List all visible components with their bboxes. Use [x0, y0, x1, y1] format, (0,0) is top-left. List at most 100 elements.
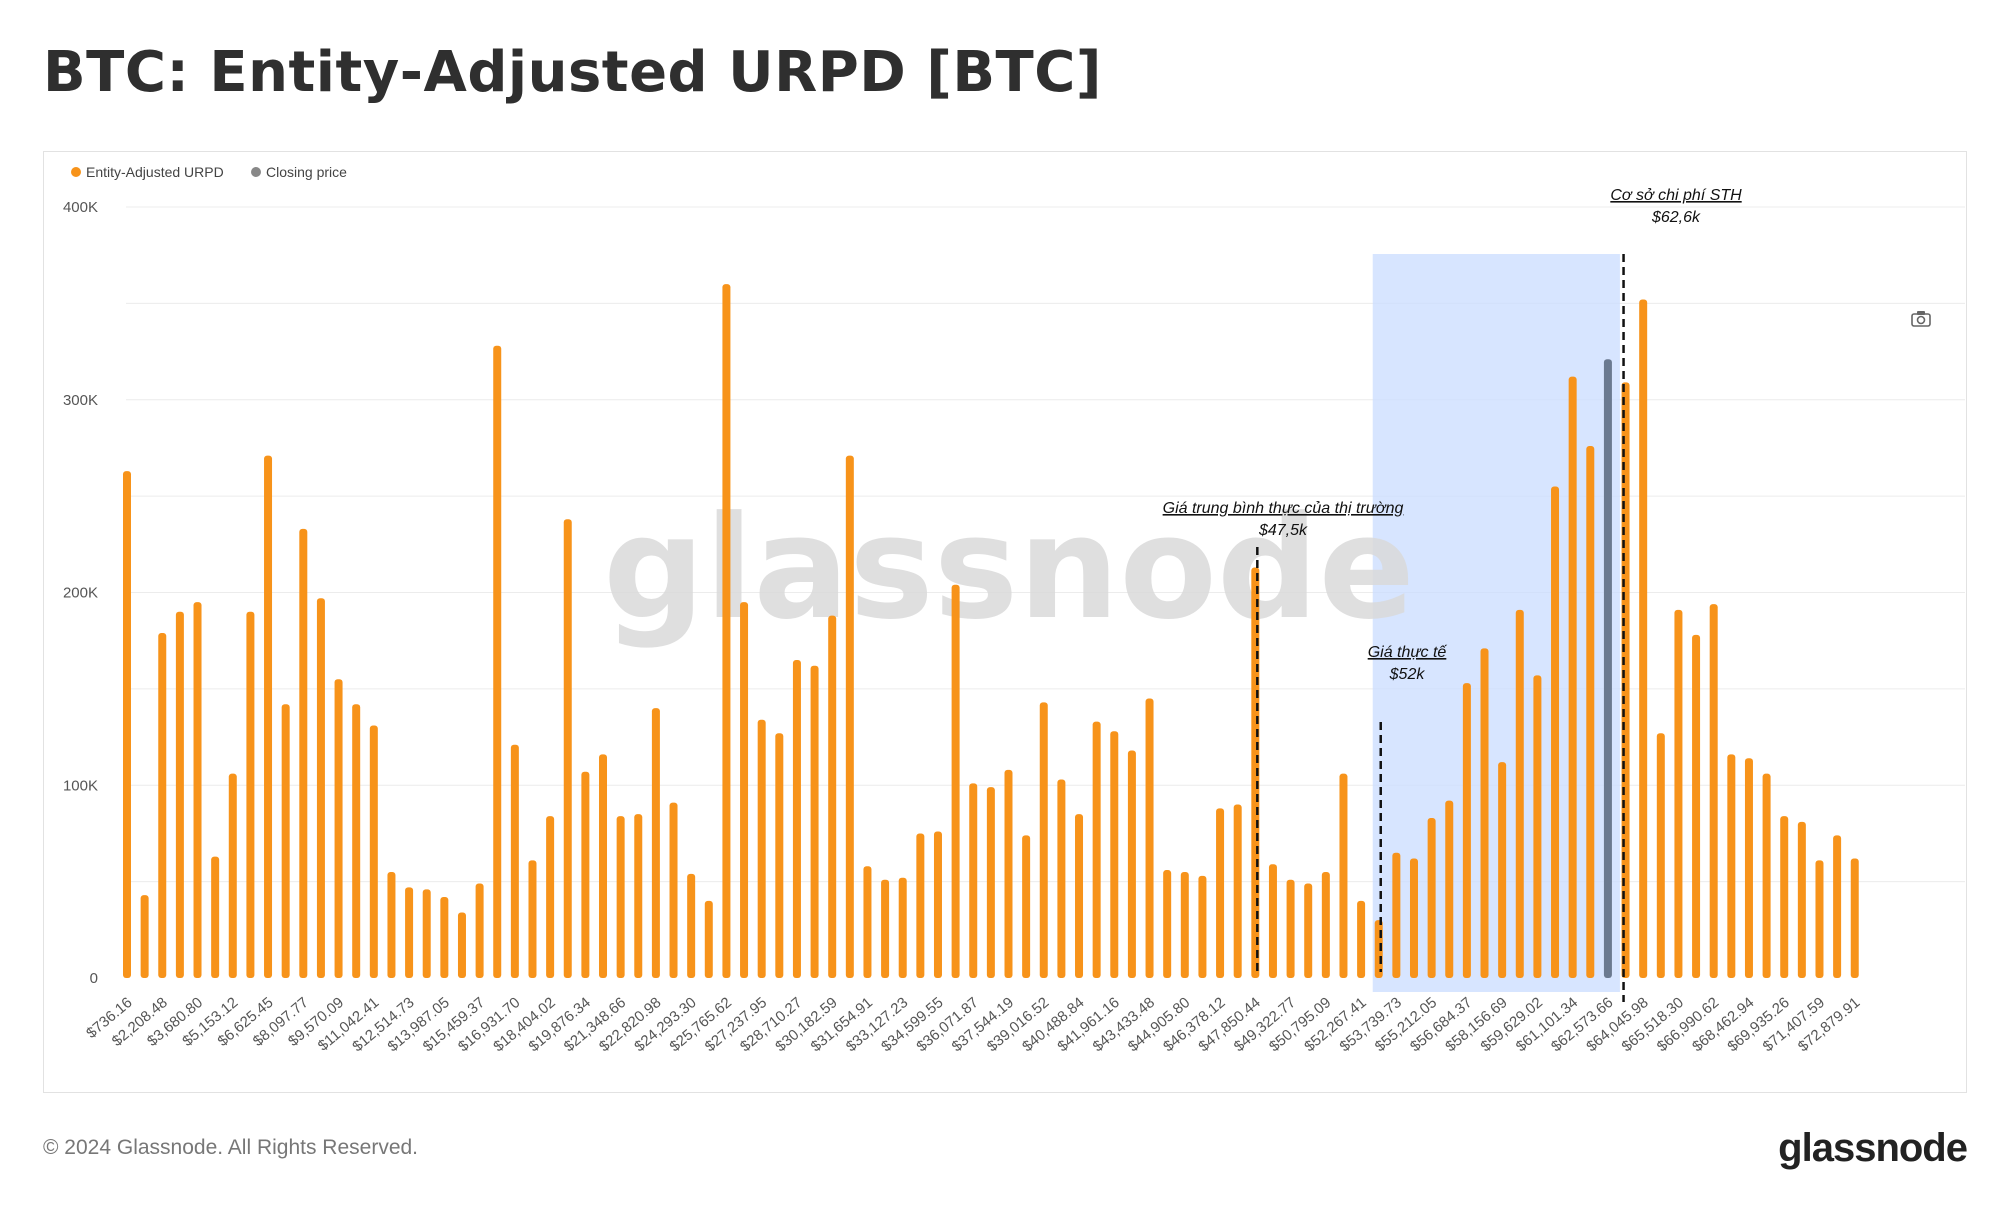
urpd-bar[interactable] — [1198, 875, 1207, 978]
urpd-bar[interactable] — [1268, 864, 1277, 978]
urpd-bar[interactable] — [740, 602, 749, 978]
urpd-bar[interactable] — [316, 598, 325, 978]
urpd-bar[interactable] — [863, 866, 872, 978]
legend-marker[interactable] — [251, 167, 261, 177]
urpd-bar[interactable] — [281, 704, 290, 978]
urpd-bar[interactable] — [986, 787, 995, 978]
urpd-bar[interactable] — [1762, 773, 1771, 978]
urpd-bar[interactable] — [1409, 858, 1418, 978]
urpd-bar[interactable] — [264, 455, 273, 979]
urpd-bar[interactable] — [1445, 800, 1454, 978]
urpd-bar[interactable] — [1216, 808, 1225, 978]
urpd-bar[interactable] — [1639, 299, 1648, 978]
urpd-bar[interactable] — [722, 284, 731, 979]
urpd-bar[interactable] — [528, 860, 537, 978]
urpd-bar[interactable] — [898, 877, 907, 978]
urpd-bar[interactable] — [1321, 871, 1330, 978]
urpd-bar[interactable] — [1674, 609, 1683, 978]
urpd-bar[interactable] — [1357, 900, 1366, 978]
urpd-bar[interactable] — [1004, 769, 1013, 978]
urpd-bar[interactable] — [651, 708, 660, 978]
urpd-bar[interactable] — [581, 771, 590, 978]
urpd-bar[interactable] — [299, 528, 308, 978]
urpd-bar[interactable] — [757, 719, 766, 978]
urpd-bar[interactable] — [775, 733, 784, 978]
urpd-bar[interactable] — [1427, 818, 1436, 978]
urpd-bar[interactable] — [1692, 634, 1701, 978]
urpd-bar[interactable] — [546, 816, 555, 978]
urpd-bar[interactable] — [916, 833, 925, 978]
urpd-bar[interactable] — [1304, 883, 1313, 978]
urpd-bar[interactable] — [1075, 814, 1084, 978]
urpd-bar[interactable] — [140, 895, 149, 978]
glassnode-logo[interactable]: glassnode — [1778, 1126, 1968, 1170]
urpd-bar[interactable] — [599, 754, 608, 978]
urpd-bar[interactable] — [1815, 860, 1824, 978]
urpd-bar[interactable] — [810, 665, 819, 978]
closing-price-bar[interactable] — [1603, 359, 1612, 978]
urpd-bar[interactable] — [158, 632, 167, 978]
urpd-bar[interactable] — [1797, 821, 1806, 978]
urpd-bar[interactable] — [123, 471, 131, 978]
urpd-bar[interactable] — [211, 856, 220, 978]
urpd-bar[interactable] — [1163, 870, 1172, 978]
urpd-bar[interactable] — [387, 871, 396, 978]
urpd-bar[interactable] — [1145, 698, 1154, 978]
urpd-bar[interactable] — [634, 814, 643, 978]
urpd-bar[interactable] — [1180, 871, 1189, 978]
urpd-bar[interactable] — [475, 883, 484, 978]
urpd-bar[interactable] — [1709, 604, 1718, 978]
urpd-bar[interactable] — [1392, 852, 1401, 978]
urpd-bar[interactable] — [1022, 835, 1031, 978]
urpd-bar[interactable] — [563, 519, 572, 978]
urpd-bar[interactable] — [369, 725, 378, 978]
urpd-bar[interactable] — [933, 831, 942, 978]
legend-label[interactable]: Closing price — [266, 164, 347, 180]
urpd-bar[interactable] — [1727, 754, 1736, 978]
urpd-bar[interactable] — [1515, 609, 1524, 978]
legend-marker[interactable] — [71, 167, 81, 177]
urpd-bar[interactable] — [193, 602, 202, 978]
urpd-bar[interactable] — [969, 783, 978, 978]
urpd-bar[interactable] — [1039, 702, 1048, 978]
urpd-bar[interactable] — [1656, 733, 1665, 978]
urpd-bar[interactable] — [1462, 683, 1471, 978]
urpd-bar[interactable] — [704, 900, 713, 978]
urpd-bar[interactable] — [845, 455, 854, 979]
urpd-bar[interactable] — [1621, 382, 1630, 979]
urpd-bar[interactable] — [1780, 816, 1789, 978]
urpd-bar[interactable] — [175, 611, 184, 978]
urpd-bar[interactable] — [687, 873, 696, 978]
urpd-bar[interactable] — [1498, 762, 1507, 978]
urpd-bar[interactable] — [828, 615, 837, 978]
urpd-bar[interactable] — [1551, 486, 1560, 978]
urpd-bar[interactable] — [951, 584, 960, 978]
urpd-bar[interactable] — [1339, 773, 1348, 978]
urpd-bar[interactable] — [440, 897, 449, 978]
urpd-bar[interactable] — [1286, 879, 1295, 978]
urpd-bar[interactable] — [334, 679, 343, 978]
urpd-bar[interactable] — [1533, 675, 1542, 978]
urpd-bar[interactable] — [1480, 648, 1489, 978]
camera-icon[interactable] — [1911, 311, 1931, 327]
urpd-bar[interactable] — [457, 912, 466, 978]
legend-label[interactable]: Entity-Adjusted URPD — [86, 164, 224, 180]
urpd-bar[interactable] — [881, 879, 890, 978]
urpd-bar[interactable] — [1586, 446, 1595, 978]
urpd-bar[interactable] — [669, 802, 678, 978]
urpd-bar[interactable] — [352, 704, 361, 978]
urpd-bar[interactable] — [1127, 750, 1136, 978]
urpd-bar[interactable] — [405, 887, 414, 978]
urpd-bar[interactable] — [228, 773, 237, 978]
urpd-bar[interactable] — [1744, 758, 1753, 978]
urpd-bar[interactable] — [1057, 779, 1066, 978]
urpd-bar[interactable] — [422, 889, 431, 978]
urpd-bar[interactable] — [246, 611, 255, 978]
urpd-bar[interactable] — [1568, 376, 1577, 978]
urpd-bar[interactable] — [1092, 721, 1101, 978]
urpd-bar[interactable] — [1110, 731, 1119, 978]
urpd-bar[interactable] — [1233, 804, 1242, 978]
urpd-bar[interactable] — [1850, 858, 1859, 978]
urpd-bar[interactable] — [493, 345, 502, 978]
urpd-bar[interactable] — [792, 659, 801, 978]
